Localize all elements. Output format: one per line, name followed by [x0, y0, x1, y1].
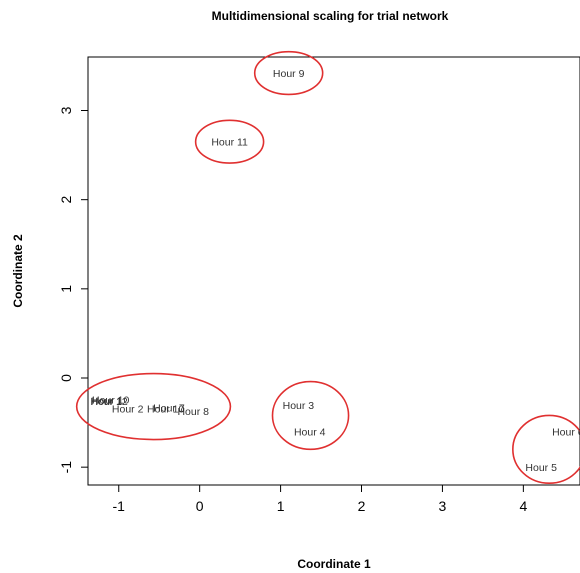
point-label: Hour 4: [294, 427, 326, 439]
point-label: Hour 7: [153, 402, 185, 414]
y-axis: -1 0 1 2 3: [58, 106, 88, 473]
y-tick-label: 0: [58, 374, 74, 382]
point-label: Hour 12: [90, 396, 128, 408]
x-tick-label: -1: [113, 498, 126, 514]
point-label: Hour 8: [177, 406, 209, 418]
x-tick-label: 1: [277, 498, 285, 514]
highlight-ellipse: [75, 372, 232, 441]
chart-title: Multidimensional scaling for trial netwo…: [212, 9, 449, 23]
point-label: Hour 2: [112, 403, 144, 415]
y-tick-label: 1: [58, 285, 74, 293]
highlight-ellipse: [271, 380, 350, 451]
x-axis-label: Coordinate 1: [297, 557, 371, 571]
highlight-ellipse: [194, 119, 265, 164]
x-tick-label: 0: [196, 498, 204, 514]
y-tick-label: -1: [58, 461, 74, 474]
point-label: Hour 6: [552, 427, 580, 439]
x-tick-label: 3: [439, 498, 447, 514]
point-label: Hour 1: [91, 395, 123, 407]
point-label: Hour 5: [525, 462, 557, 474]
plot-frame: [87, 56, 580, 486]
highlight-ellipse: [512, 414, 580, 485]
y-tick-label: 3: [58, 106, 74, 114]
point-label: Hour 10: [147, 403, 185, 415]
point-label: Hour 11: [211, 137, 248, 149]
x-tick-label: 4: [519, 498, 527, 514]
point-label: Hour 9: [273, 68, 305, 80]
point-label: Hour 3: [283, 400, 315, 412]
y-tick-label: 2: [58, 196, 74, 204]
point-label: Hour 10: [92, 394, 130, 406]
annotation-layer: [75, 50, 580, 485]
x-tick-label: 2: [358, 498, 366, 514]
y-axis-label: Coordinate 2: [11, 234, 25, 308]
x-axis: -1 0 1 2 3 4: [113, 485, 527, 514]
highlight-ellipse: [253, 50, 324, 96]
